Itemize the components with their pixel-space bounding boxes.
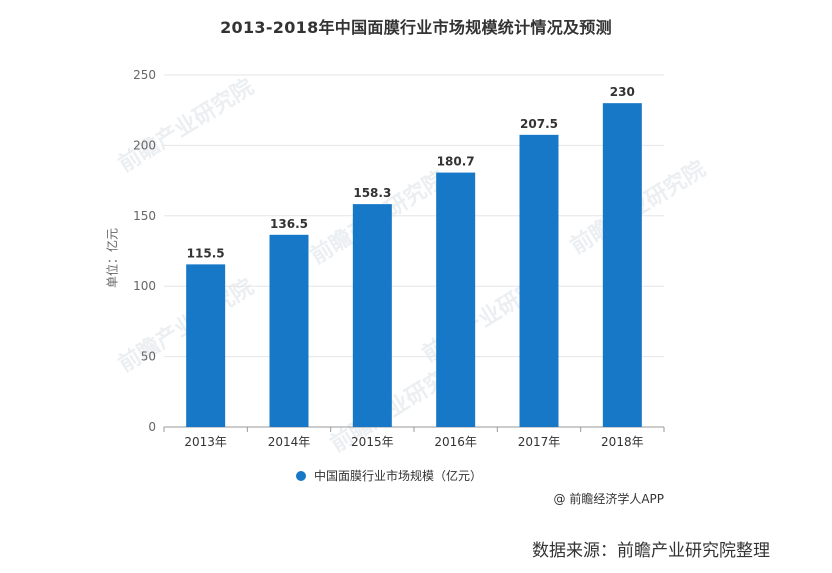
y-tick-label: 250 bbox=[133, 68, 156, 82]
x-tick-label: 2014年 bbox=[268, 435, 311, 449]
x-tick-label: 2015年 bbox=[351, 435, 394, 449]
y-tick-label: 200 bbox=[133, 138, 156, 152]
data-label: 136.5 bbox=[270, 217, 308, 231]
legend-swatch bbox=[296, 470, 306, 481]
x-tick-label: 2013年 bbox=[184, 435, 227, 449]
bar bbox=[186, 264, 226, 427]
legend[interactable]: 中国面膜行业市场规模（亿元） bbox=[296, 467, 482, 484]
bar bbox=[436, 172, 476, 427]
bar bbox=[269, 234, 309, 427]
x-tick-label: 2018年 bbox=[601, 435, 644, 449]
data-label: 180.7 bbox=[437, 155, 475, 169]
y-tick-label: 100 bbox=[133, 279, 156, 293]
bar bbox=[352, 204, 392, 427]
bar bbox=[602, 103, 642, 427]
data-label: 207.5 bbox=[520, 117, 558, 131]
data-label: 115.5 bbox=[187, 246, 225, 260]
y-tick-label: 150 bbox=[133, 209, 156, 223]
y-axis-title: 单位：亿元 bbox=[105, 227, 120, 289]
credit-text: @ 前瞻经济学人APP bbox=[553, 492, 665, 506]
legend-label: 中国面膜行业市场规模（亿元） bbox=[314, 469, 483, 483]
y-tick-label: 0 bbox=[148, 420, 156, 434]
bar bbox=[519, 134, 559, 427]
x-tick-label: 2016年 bbox=[434, 435, 477, 449]
source-note: 数据来源：前瞻产业研究院整理 bbox=[532, 541, 770, 561]
y-tick-label: 50 bbox=[141, 350, 156, 364]
chart-title: 2013-2018年中国面膜行业市场规模统计情况及预测 bbox=[220, 18, 612, 37]
data-label: 230 bbox=[610, 85, 635, 99]
x-tick-label: 2017年 bbox=[518, 435, 561, 449]
data-label: 158.3 bbox=[353, 186, 391, 200]
